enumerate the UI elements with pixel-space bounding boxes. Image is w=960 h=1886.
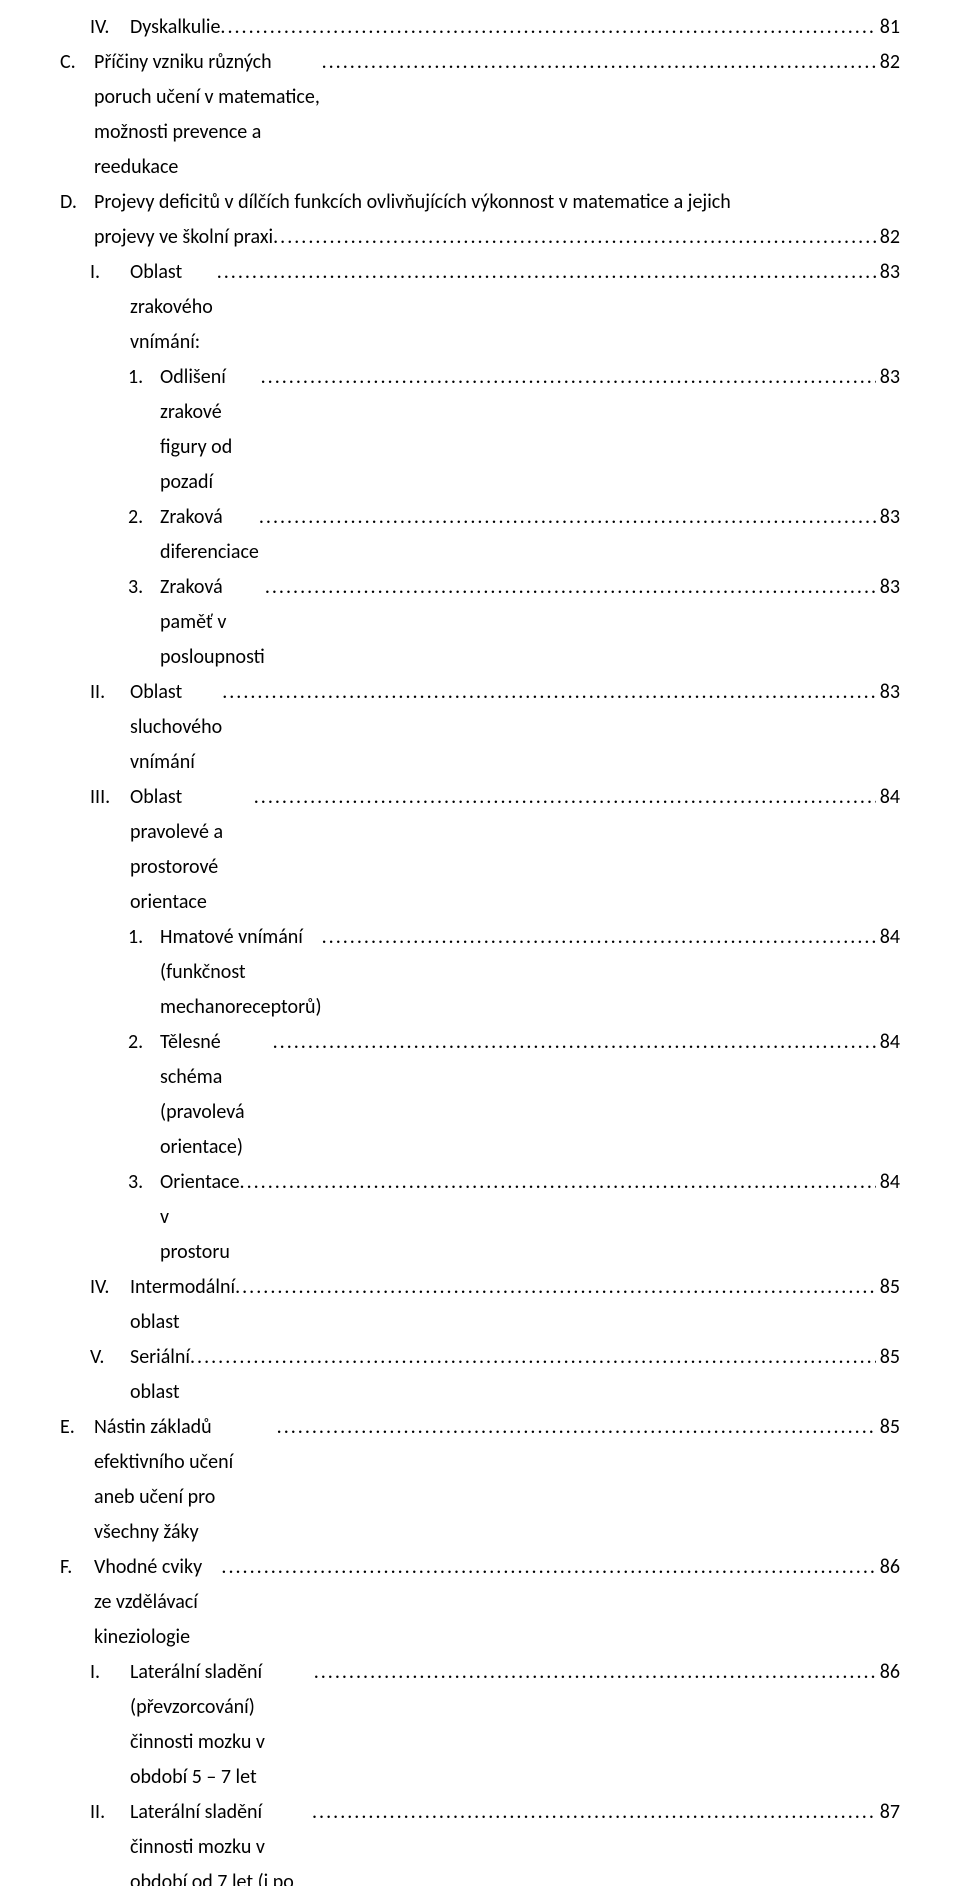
toc-page-number: 86: [876, 1655, 900, 1690]
toc-leader: [254, 780, 876, 815]
toc-entry: III.Oblast pravolevé a prostorové orient…: [60, 780, 900, 920]
toc-marker: IV.: [90, 1270, 130, 1305]
toc-entry: D.Projevy deficitů v dílčích funkcích ov…: [60, 185, 900, 255]
toc-page-number: 85: [876, 1410, 900, 1445]
toc-label: Oblast sluchového vnímání: [130, 675, 222, 780]
toc-label: Seriální oblast: [130, 1340, 190, 1410]
toc-page-number: 83: [876, 360, 900, 395]
toc-entry: IV.Intermodální oblast 85: [60, 1270, 900, 1340]
toc-leader: [265, 570, 876, 605]
toc-entry: 1.Odlišení zrakové figury od pozadí 83: [60, 360, 900, 500]
toc-entry: 2.Zraková diferenciace 83: [60, 500, 900, 570]
toc-label: Oblast pravolevé a prostorové orientace: [130, 780, 254, 920]
toc-label: Orientace v prostoru: [160, 1165, 240, 1270]
toc-marker: 2.: [128, 500, 160, 535]
toc-leader: [235, 1270, 876, 1305]
toc-page-number: 84: [876, 1165, 900, 1200]
toc-page-number: 84: [876, 1025, 900, 1060]
toc-label: Nástin základů efektivního učení aneb uč…: [94, 1410, 277, 1550]
toc-entry: I.Laterální sladění (převzorcování) činn…: [60, 1655, 900, 1795]
toc-page-number: 83: [876, 570, 900, 605]
toc-leader: [261, 360, 876, 395]
toc-page-number: 85: [876, 1270, 900, 1305]
toc-page-number: 83: [876, 675, 900, 710]
toc-label: Projevy deficitů v dílčích funkcích ovli…: [94, 185, 731, 220]
toc-label: Intermodální oblast: [130, 1270, 235, 1340]
toc-label: Zraková diferenciace: [160, 500, 259, 570]
toc-leader: [222, 675, 876, 710]
toc-label: Laterální sladění činnosti mozku v obdob…: [130, 1795, 312, 1886]
toc-marker: F.: [60, 1550, 94, 1585]
toc-marker: IV.: [90, 10, 130, 45]
toc-entry: F.Vhodné cviky ze vzdělávací kineziologi…: [60, 1550, 900, 1655]
toc-label: Laterální sladění (převzorcování) činnos…: [130, 1655, 314, 1795]
toc-entry: 3.Zraková paměť v posloupnosti 83: [60, 570, 900, 675]
toc-marker: II.: [90, 1795, 130, 1830]
toc-page-number: 83: [876, 255, 900, 290]
toc-marker: 1.: [128, 360, 160, 395]
toc-page-number: 83: [876, 500, 900, 535]
toc-marker: III.: [90, 780, 130, 815]
toc-entry: V.Seriální oblast 85: [60, 1340, 900, 1410]
toc-page-number: 87: [876, 1795, 900, 1830]
toc-marker: 3.: [128, 570, 160, 605]
toc-leader: [314, 1655, 876, 1690]
toc-entry: C.Příčiny vzniku různých poruch učení v …: [60, 45, 900, 185]
toc-marker: I.: [90, 1655, 130, 1690]
toc-label: Odlišení zrakové figury od pozadí: [160, 360, 261, 500]
toc-label: Dyskalkulie: [130, 10, 220, 45]
toc-page-number: 84: [876, 920, 900, 955]
toc-marker: C.: [60, 45, 94, 80]
toc-label: Oblast zrakového vnímání:: [130, 255, 217, 360]
toc-marker: II.: [90, 675, 130, 710]
toc-page-number: 85: [876, 1340, 900, 1375]
toc-entry: 1.Hmatové vnímání (funkčnost mechanorece…: [60, 920, 900, 1025]
toc-leader: [259, 500, 876, 535]
toc-label: Tělesné schéma (pravolevá orientace): [160, 1025, 273, 1165]
toc-entry: 2.Tělesné schéma (pravolevá orientace) 8…: [60, 1025, 900, 1165]
toc-label-continued: projevy ve školní praxi: [94, 220, 273, 255]
toc-marker: 2.: [128, 1025, 160, 1060]
toc-leader: [220, 10, 875, 45]
toc-label: Zraková paměť v posloupnosti: [160, 570, 265, 675]
toc-entry: 3.Orientace v prostoru 84: [60, 1165, 900, 1270]
toc-leader: [277, 1410, 876, 1445]
toc-leader: [322, 920, 876, 955]
toc-label: Hmatové vnímání (funkčnost mechanorecept…: [160, 920, 322, 1025]
toc-label: Vhodné cviky ze vzdělávací kineziologie: [94, 1550, 221, 1655]
toc-entry: II.Oblast sluchového vnímání 83: [60, 675, 900, 780]
toc-page-number: 86: [876, 1550, 900, 1585]
toc-entry: I.Oblast zrakového vnímání: 83: [60, 255, 900, 360]
toc-marker: E.: [60, 1410, 94, 1445]
table-of-contents: IV.Dyskalkulie 81C.Příčiny vzniku různýc…: [60, 10, 900, 1886]
toc-marker: 1.: [128, 920, 160, 955]
toc-page-number: 84: [876, 780, 900, 815]
toc-leader: [322, 45, 876, 80]
toc-leader: [240, 1165, 876, 1200]
toc-marker: V.: [90, 1340, 130, 1375]
toc-marker: D.: [60, 185, 94, 220]
toc-page-number: 81: [876, 10, 900, 45]
toc-entry: IV.Dyskalkulie 81: [60, 10, 900, 45]
toc-leader: [217, 255, 876, 290]
toc-marker: I.: [90, 255, 130, 290]
toc-entry: II.Laterální sladění činnosti mozku v ob…: [60, 1795, 900, 1886]
toc-label: Příčiny vzniku různých poruch učení v ma…: [94, 45, 322, 185]
toc-entry: E.Nástin základů efektivního učení aneb …: [60, 1410, 900, 1550]
toc-leader: [273, 1025, 876, 1060]
toc-page-number: 82: [876, 45, 900, 80]
toc-leader: [190, 1340, 876, 1375]
toc-marker: 3.: [128, 1165, 160, 1200]
toc-leader: [221, 1550, 875, 1585]
toc-page-number: 82: [876, 220, 900, 255]
toc-leader: [312, 1795, 876, 1830]
toc-leader: [273, 220, 876, 255]
